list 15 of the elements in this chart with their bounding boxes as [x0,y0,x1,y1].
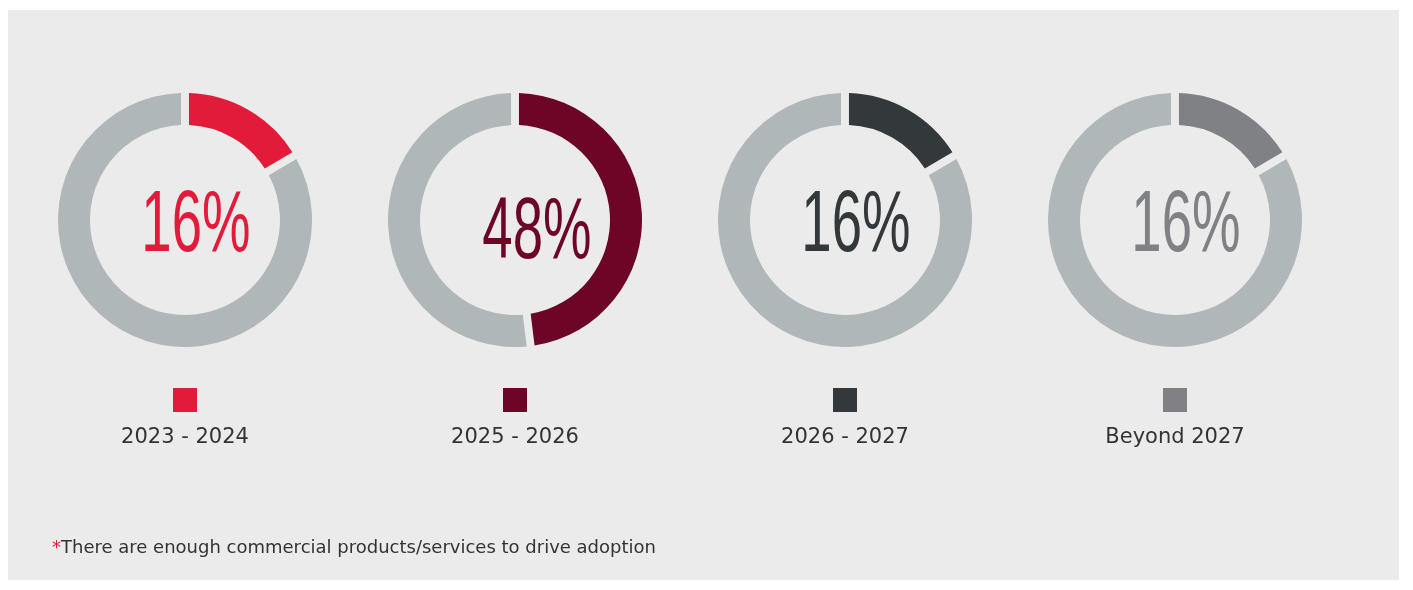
donut-slice [848,93,953,169]
donut-slice [1178,93,1283,169]
legend-label: 2026 - 2027 [781,424,909,448]
donut-slice [188,93,293,169]
donut-slice [58,93,312,347]
text: *There are enough commercial products/services to drive adoption [52,536,656,557]
legend-label: 2025 - 2026 [451,424,579,448]
donut-slice [1048,93,1302,347]
donut-slice [718,93,972,347]
legend-label: Beyond 2027 [1105,424,1245,448]
data-label: 16% [1131,171,1241,271]
data-label: 48% [482,178,592,277]
data-label: 16% [801,171,911,271]
legend-label: 2023 - 2024 [121,424,249,448]
data-label: 16% [141,171,251,271]
